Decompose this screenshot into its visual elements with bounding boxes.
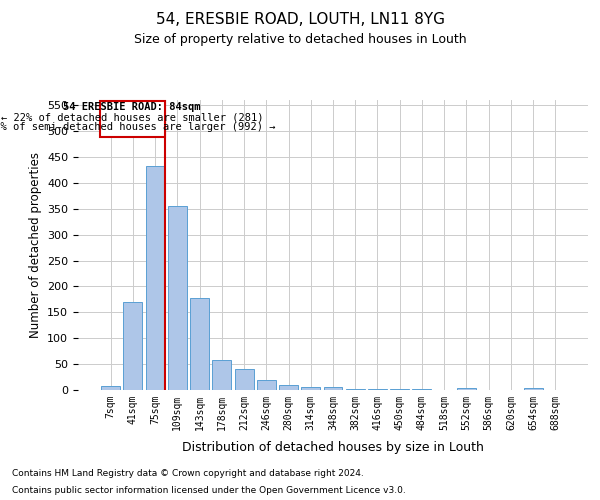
Bar <box>168 206 187 390</box>
Text: 78% of semi-detached houses are larger (992) →: 78% of semi-detached houses are larger (… <box>0 122 276 132</box>
Bar <box>235 370 254 390</box>
FancyBboxPatch shape <box>100 101 164 138</box>
Bar <box>323 388 343 390</box>
Text: ← 22% of detached houses are smaller (281): ← 22% of detached houses are smaller (28… <box>1 112 263 122</box>
Text: Contains public sector information licensed under the Open Government Licence v3: Contains public sector information licen… <box>12 486 406 495</box>
Text: 54, ERESBIE ROAD, LOUTH, LN11 8YG: 54, ERESBIE ROAD, LOUTH, LN11 8YG <box>155 12 445 28</box>
Bar <box>146 166 164 390</box>
Bar <box>257 380 276 390</box>
Bar <box>457 388 476 390</box>
Text: Size of property relative to detached houses in Louth: Size of property relative to detached ho… <box>134 32 466 46</box>
Bar <box>301 388 320 390</box>
Y-axis label: Number of detached properties: Number of detached properties <box>29 152 41 338</box>
Bar <box>524 388 542 390</box>
Text: 54 ERESBIE ROAD: 84sqm: 54 ERESBIE ROAD: 84sqm <box>63 102 201 112</box>
Bar <box>124 302 142 390</box>
Bar <box>101 386 120 390</box>
Text: Contains HM Land Registry data © Crown copyright and database right 2024.: Contains HM Land Registry data © Crown c… <box>12 468 364 477</box>
Bar <box>190 298 209 390</box>
X-axis label: Distribution of detached houses by size in Louth: Distribution of detached houses by size … <box>182 441 484 454</box>
Bar <box>212 360 231 390</box>
Bar <box>279 385 298 390</box>
